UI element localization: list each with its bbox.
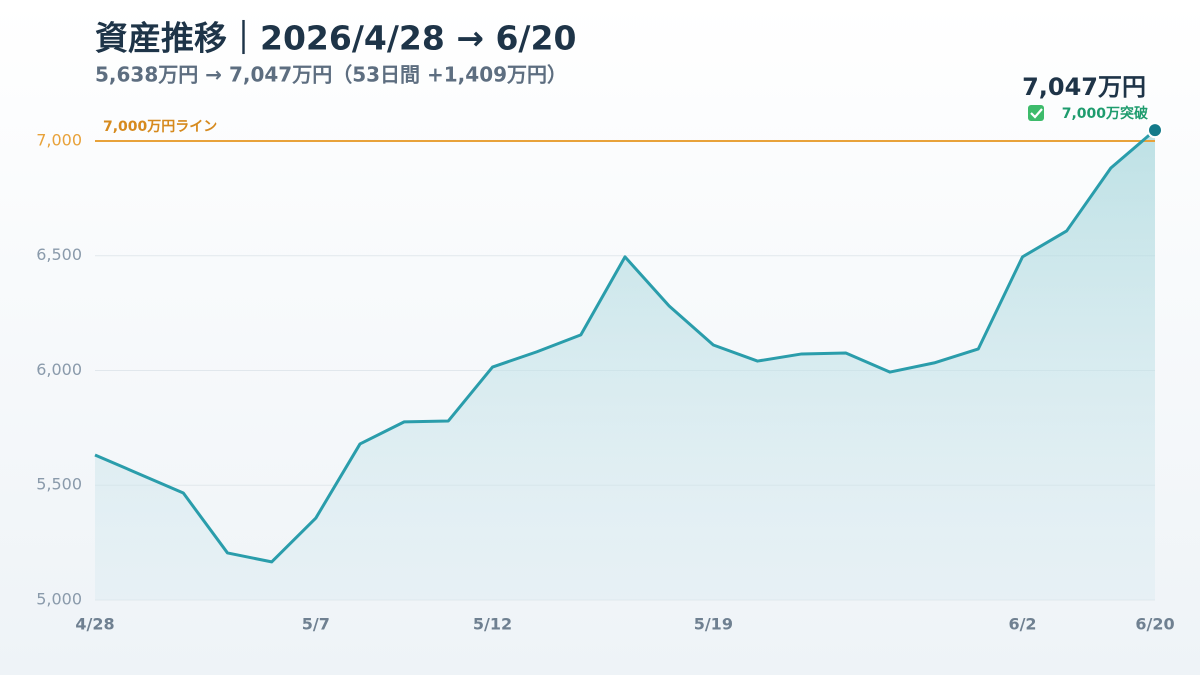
threshold-label: 7,000万円ライン bbox=[103, 119, 217, 135]
y-tick-label: 5,000 bbox=[36, 590, 82, 609]
line bbox=[94, 129, 1156, 564]
area bbox=[95, 130, 1155, 600]
y-tick-label: 6,000 bbox=[36, 360, 82, 379]
y-tick-label: 6,500 bbox=[36, 245, 82, 264]
plot-area: 5,000 5,500 6,000 6,500 7,000 7,000万円ライン 4/28 5… bbox=[36, 119, 1174, 634]
x-tick-label: 6/20 bbox=[1135, 615, 1174, 634]
y-tick-label: 7,000 bbox=[36, 130, 82, 149]
check-icon bbox=[1028, 105, 1044, 121]
chart-subtitle: 5,638万円 → 7,047万円（53日間 +1,409万円） bbox=[95, 63, 567, 87]
x-tick-label: 6/2 bbox=[1008, 615, 1036, 634]
x-tick-label: 5/7 bbox=[302, 615, 330, 634]
end-point bbox=[1147, 122, 1163, 139]
y-tick-label: 5,500 bbox=[36, 475, 82, 494]
check-mark bbox=[1030, 108, 1043, 119]
x-tick-label: 5/12 bbox=[473, 615, 512, 634]
badge: 7,000万突破 bbox=[1062, 105, 1148, 122]
x-tick-label: 5/19 bbox=[694, 615, 733, 634]
x-tick-label: 4/28 bbox=[75, 615, 114, 634]
chart-title: 資産推移｜2026/4/28 → 6/20 bbox=[95, 19, 576, 58]
end-value-label: 7,047万円 bbox=[1022, 73, 1146, 101]
